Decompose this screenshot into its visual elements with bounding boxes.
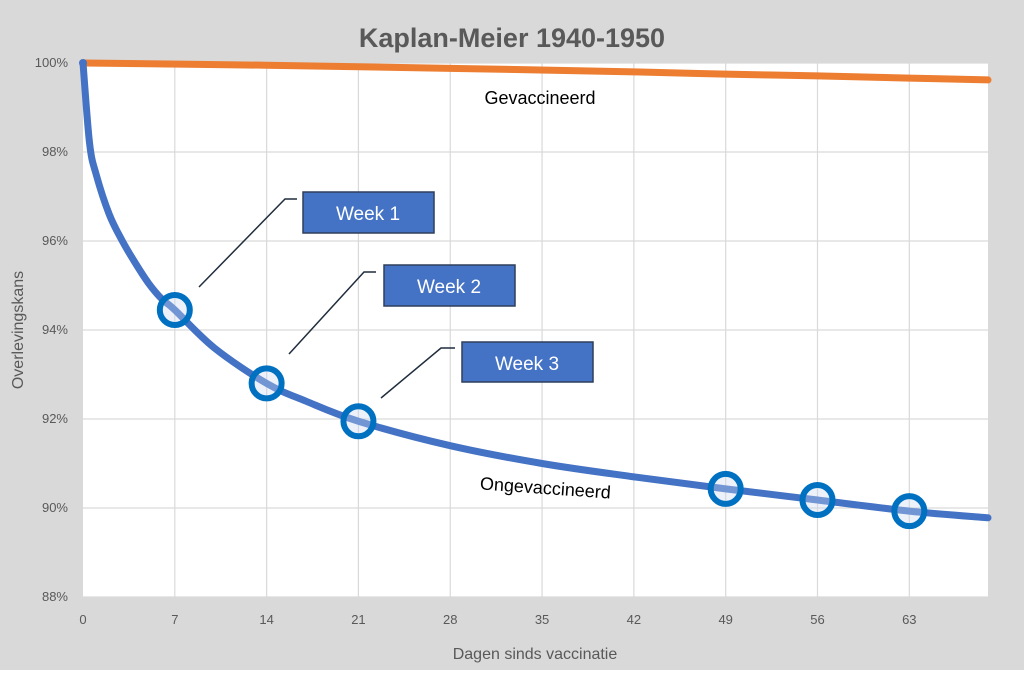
annotation-label: Week 3 bbox=[495, 354, 559, 375]
y-tick-label: 90% bbox=[42, 500, 68, 515]
series-lines bbox=[79, 59, 992, 522]
annotation-label: Week 1 bbox=[336, 204, 400, 225]
annotation-leader-line bbox=[288, 271, 376, 355]
y-tick-label: 94% bbox=[42, 322, 68, 337]
highlighted-point bbox=[340, 403, 377, 440]
series-line-ongevaccineerd bbox=[79, 59, 992, 522]
annotation-label: Week 2 bbox=[417, 277, 481, 298]
x-tick-label: 63 bbox=[902, 612, 916, 627]
series-label-gevaccineerd: Gevaccineerd bbox=[484, 88, 595, 108]
annotation-box bbox=[461, 341, 594, 383]
y-tick-label: 92% bbox=[42, 411, 68, 426]
y-tick-label: 88% bbox=[42, 589, 68, 604]
highlighted-point bbox=[891, 493, 928, 530]
annotation-leader-line bbox=[380, 347, 455, 399]
highlighted-point bbox=[156, 291, 193, 328]
x-tick-label: 49 bbox=[718, 612, 732, 627]
annotation-leader-line bbox=[198, 198, 297, 288]
annotation-box bbox=[302, 191, 435, 234]
highlighted-point bbox=[707, 470, 744, 507]
series-start-point bbox=[79, 59, 87, 67]
x-tick-label: 35 bbox=[535, 612, 549, 627]
x-axis-ticks: 0 7 14 21 28 35 42 49 56 63 bbox=[79, 612, 916, 627]
highlighted-points bbox=[156, 291, 928, 530]
x-axis-title: Dagen sinds vaccinatie bbox=[453, 646, 618, 663]
series-line-gevaccineerd bbox=[79, 59, 992, 84]
annotation-week-1: Week 1 bbox=[198, 191, 435, 288]
y-tick-label: 96% bbox=[42, 233, 68, 248]
chart-title: Kaplan-Meier 1940-1950 bbox=[359, 23, 665, 53]
x-tick-label: 28 bbox=[443, 612, 457, 627]
y-tick-label: 98% bbox=[42, 144, 68, 159]
week-annotations: Week 1 Week 2 Week 3 bbox=[198, 191, 594, 399]
highlighted-point bbox=[248, 365, 285, 402]
x-tick-label: 56 bbox=[810, 612, 824, 627]
annotation-box bbox=[383, 264, 516, 307]
x-tick-label: 21 bbox=[351, 612, 365, 627]
y-axis-ticks: 88% 90% 92% 94% 96% 98% 100% bbox=[35, 55, 69, 604]
x-tick-label: 7 bbox=[171, 612, 178, 627]
x-tick-label: 0 bbox=[79, 612, 86, 627]
x-tick-label: 42 bbox=[627, 612, 641, 627]
y-tick-label: 100% bbox=[35, 55, 69, 70]
annotation-week-2: Week 2 bbox=[288, 264, 516, 355]
y-axis-title: Overlevingskans bbox=[10, 271, 27, 389]
x-tick-label: 14 bbox=[259, 612, 273, 627]
annotation-week-3: Week 3 bbox=[380, 341, 594, 399]
highlighted-point bbox=[799, 481, 836, 518]
